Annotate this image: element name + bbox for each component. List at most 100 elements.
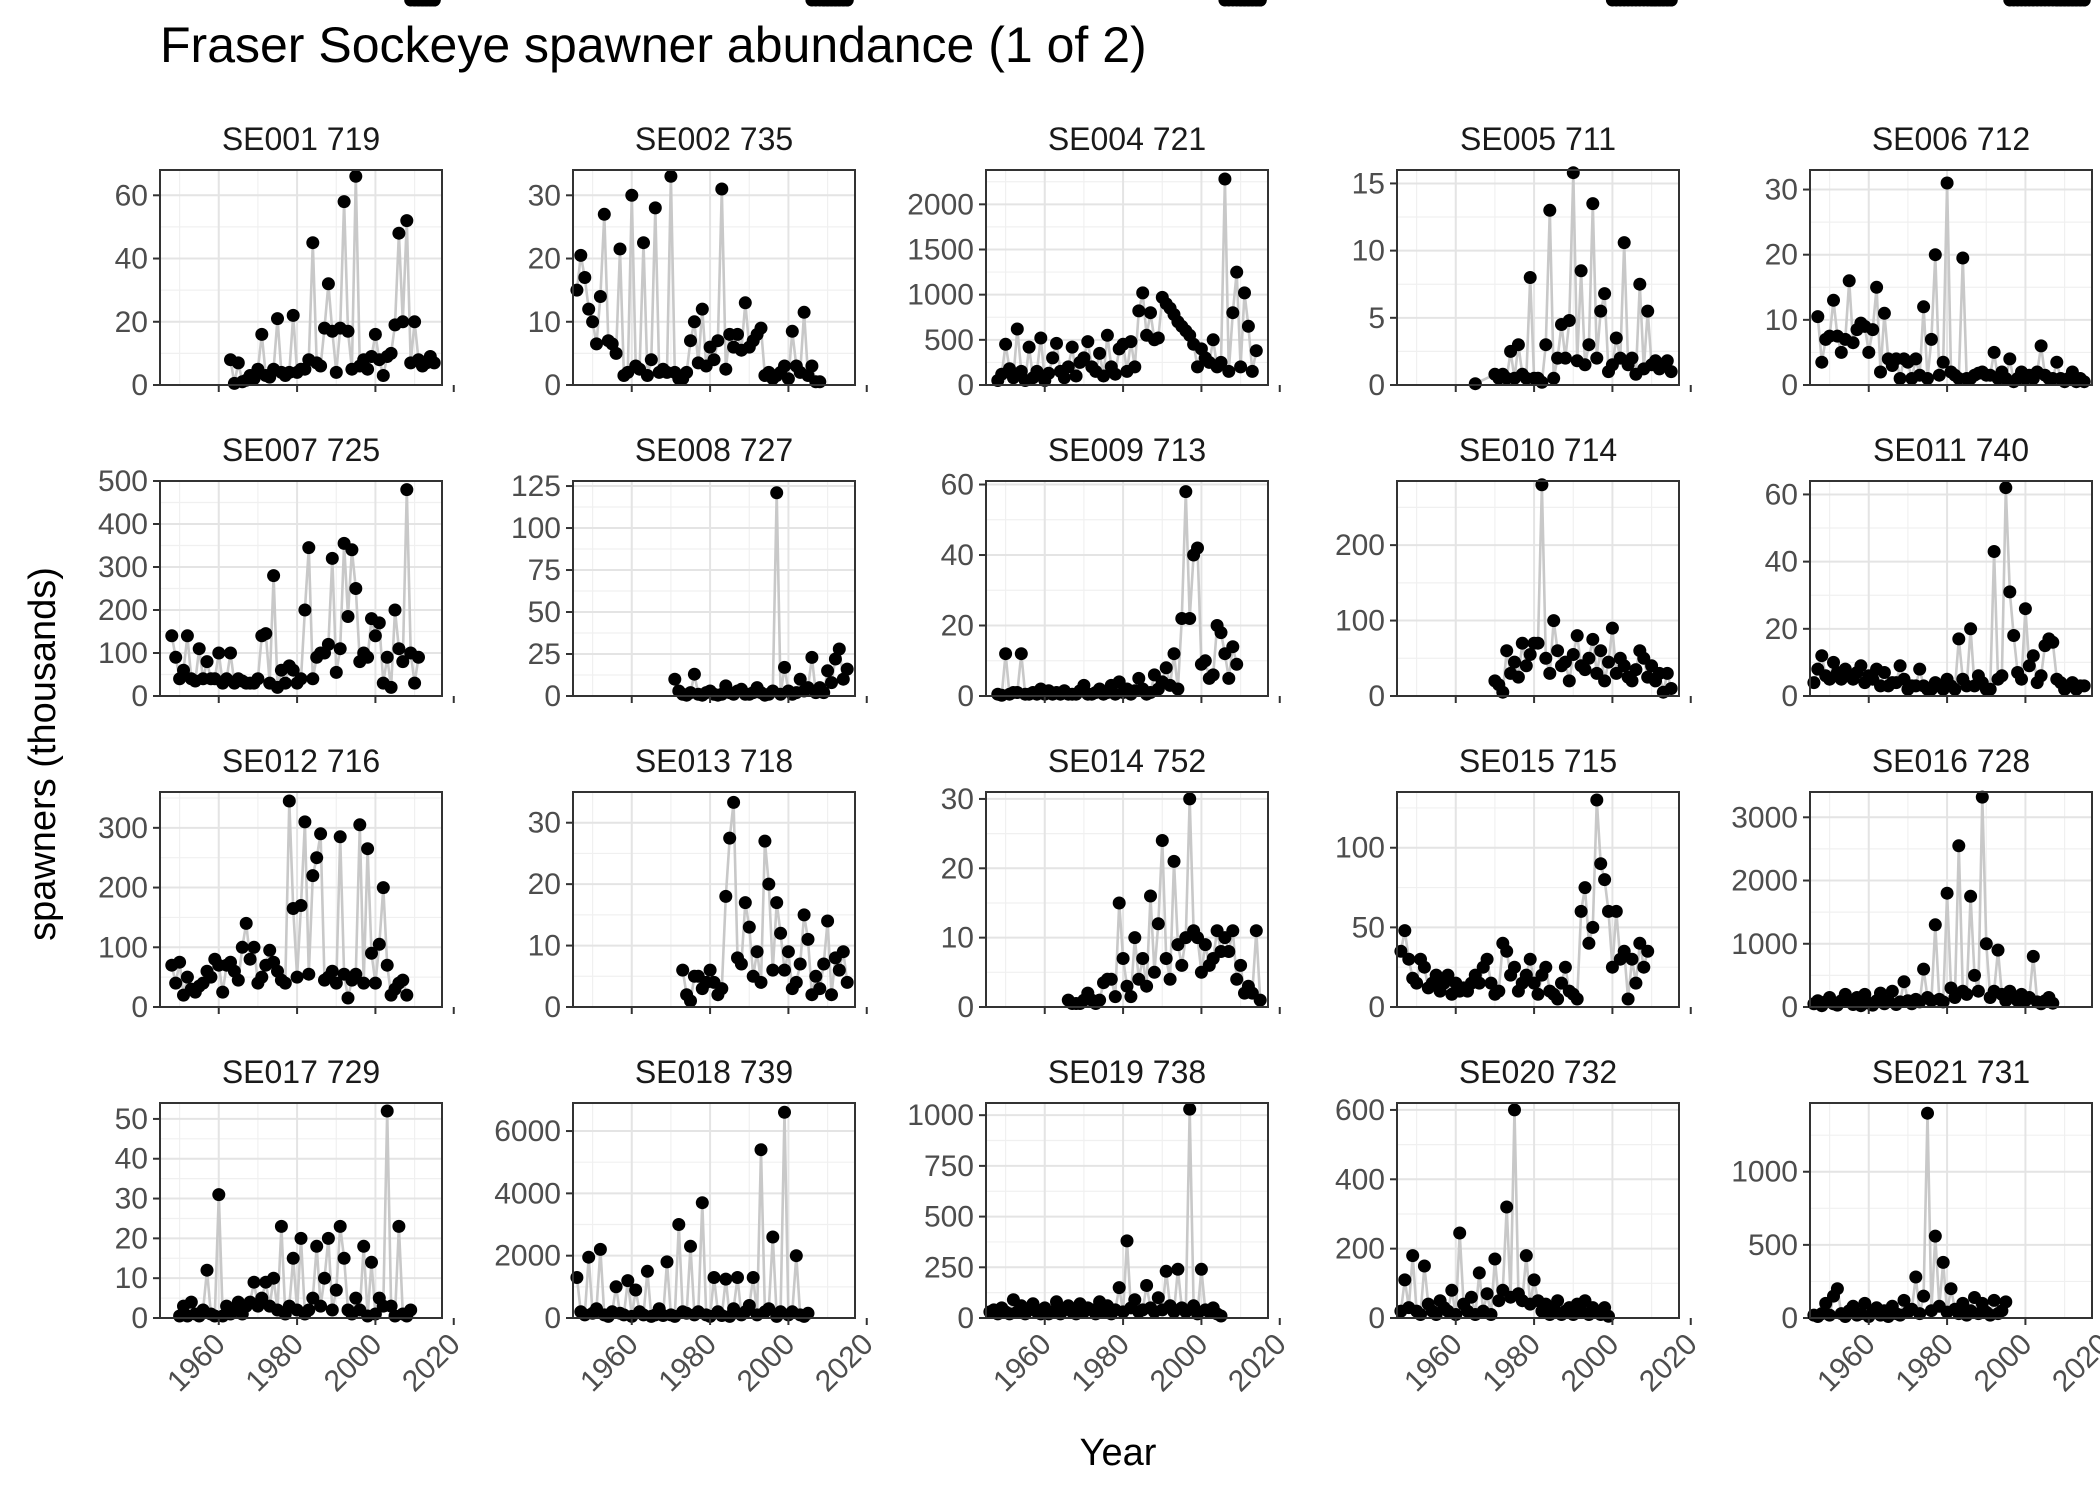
data-point xyxy=(1598,287,1612,301)
data-point xyxy=(1558,351,1572,365)
y-tick-label: 20 xyxy=(528,243,561,276)
data-point xyxy=(1811,310,1825,324)
data-point xyxy=(1874,365,1887,379)
data-point xyxy=(1508,1103,1521,1117)
data-point xyxy=(832,963,846,977)
data-point xyxy=(1151,331,1165,345)
data-point xyxy=(813,982,827,996)
data-point xyxy=(719,889,733,903)
data-point xyxy=(1163,972,1177,986)
panel-background xyxy=(160,1103,442,1318)
data-point xyxy=(1046,351,1060,365)
data-point xyxy=(648,201,662,215)
data-point xyxy=(2077,0,2091,7)
data-point xyxy=(1827,293,1840,307)
data-point xyxy=(684,334,697,348)
data-point xyxy=(1132,671,1146,685)
data-point xyxy=(1617,236,1631,250)
panel-title: SE008 727 xyxy=(635,432,793,468)
y-tick-label: 40 xyxy=(115,1143,148,1176)
data-point xyxy=(680,365,694,379)
data-point xyxy=(278,976,292,990)
data-point xyxy=(1582,651,1596,665)
data-point xyxy=(813,375,827,389)
data-point xyxy=(1140,979,1154,993)
panel-title: SE016 728 xyxy=(1872,743,2030,779)
data-point xyxy=(2022,659,2036,673)
data-point xyxy=(1551,992,1565,1006)
data-point xyxy=(1398,924,1412,938)
facet-panel: SE002 735 0 10 20 30 xyxy=(528,0,868,402)
data-point xyxy=(1870,280,1884,294)
data-point xyxy=(703,963,717,977)
panel-title: SE015 715 xyxy=(1459,743,1617,779)
data-point xyxy=(1500,944,1514,958)
x-tick-label: 1980 xyxy=(1476,1328,1547,1399)
data-point xyxy=(372,616,386,630)
data-point xyxy=(1964,889,1978,903)
data-point xyxy=(727,795,741,809)
data-point xyxy=(1862,345,1876,359)
data-point xyxy=(687,315,701,329)
data-point xyxy=(797,908,811,922)
data-point xyxy=(278,676,292,690)
panel-title: SE019 738 xyxy=(1048,1054,1206,1090)
y-tick-label: 50 xyxy=(528,596,561,629)
data-point xyxy=(1034,331,1048,345)
data-point xyxy=(396,655,410,669)
data-point xyxy=(1500,644,1514,658)
data-point xyxy=(672,1218,686,1231)
y-tick-label: 125 xyxy=(511,470,561,503)
y-tick-label: 400 xyxy=(1335,1163,1385,1196)
data-point xyxy=(1535,375,1549,389)
data-point xyxy=(781,945,795,959)
data-point xyxy=(746,1271,760,1284)
x-tick-label: 1960 xyxy=(161,1328,232,1399)
data-point xyxy=(1547,614,1561,628)
y-tick-label: 4000 xyxy=(494,1177,561,1210)
data-point xyxy=(1566,166,1580,180)
data-point xyxy=(1061,360,1075,374)
data-point xyxy=(1014,647,1028,661)
data-point xyxy=(224,646,237,660)
data-point xyxy=(738,296,752,310)
panel-background xyxy=(1397,170,1679,385)
data-point xyxy=(1917,962,1931,976)
y-tick-label: 0 xyxy=(131,1302,148,1335)
panel-border xyxy=(159,169,443,386)
panel-border xyxy=(985,169,1269,386)
data-point xyxy=(1594,304,1608,318)
data-point xyxy=(337,1251,351,1265)
y-tick-label: 20 xyxy=(1765,239,1798,272)
data-point xyxy=(1144,306,1157,320)
data-point xyxy=(376,881,390,895)
panel-border xyxy=(1396,480,1680,697)
data-point xyxy=(1108,990,1122,1004)
data-point xyxy=(235,940,249,954)
y-tick-label: 2000 xyxy=(1731,865,1798,898)
data-point xyxy=(1664,365,1678,379)
panel-title: SE001 719 xyxy=(222,121,380,157)
data-point xyxy=(801,932,815,946)
data-point xyxy=(1414,1308,1427,1321)
y-tick-label: 750 xyxy=(924,1150,974,1183)
data-point xyxy=(1897,975,1911,989)
data-point xyxy=(1167,854,1181,868)
data-point xyxy=(325,551,339,565)
data-point xyxy=(1523,952,1537,966)
data-point xyxy=(1241,319,1255,333)
data-point xyxy=(1065,340,1079,354)
data-point xyxy=(1551,1294,1565,1308)
data-point xyxy=(1928,248,1942,262)
data-point xyxy=(1921,372,1934,385)
x-tick-label: 2020 xyxy=(1633,1328,1704,1399)
data-point xyxy=(770,486,784,500)
y-tick-label: 0 xyxy=(1781,991,1798,1024)
data-point xyxy=(177,663,190,677)
data-point xyxy=(286,1251,300,1265)
data-point xyxy=(1885,984,1899,998)
data-point xyxy=(341,324,355,338)
y-tick-label: 300 xyxy=(98,551,148,584)
